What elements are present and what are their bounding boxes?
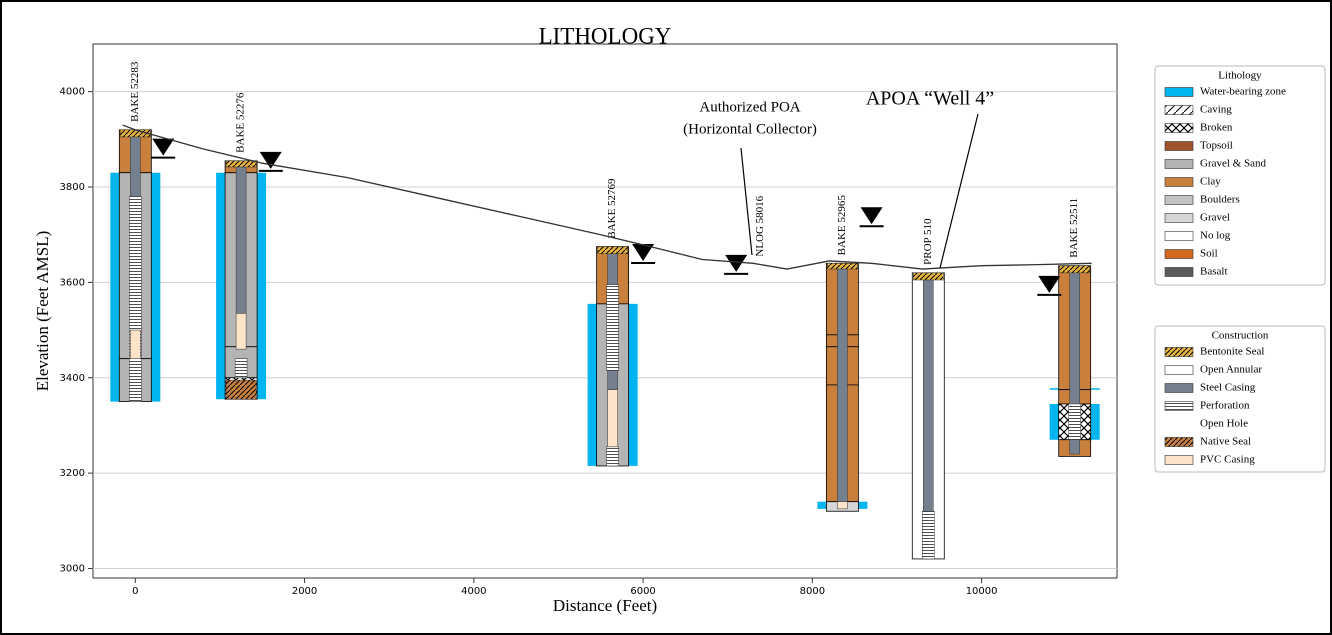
construction bbox=[235, 359, 247, 378]
construction bbox=[922, 511, 934, 559]
x-tick-label: 6000 bbox=[630, 586, 655, 597]
construction bbox=[607, 447, 619, 466]
y-tick-label: 3600 bbox=[60, 277, 85, 288]
construction-hatch bbox=[598, 247, 628, 254]
legend-label: Open Hole bbox=[1200, 418, 1248, 430]
well-name: BAKE 52965 bbox=[836, 195, 848, 256]
legend-label: Bentonite Seal bbox=[1200, 346, 1264, 358]
frame bbox=[1, 1, 1331, 634]
construction bbox=[236, 161, 246, 314]
legend-swatch bbox=[1165, 420, 1193, 429]
well-name: BAKE 52769 bbox=[606, 178, 618, 239]
legend-label: Water-bearing zone bbox=[1200, 86, 1286, 98]
legend-swatch-hatch bbox=[1165, 438, 1193, 447]
legend-title: Lithology bbox=[1218, 70, 1262, 82]
construction-hatch bbox=[913, 273, 943, 280]
legend-swatch bbox=[1165, 106, 1193, 115]
legend-label: Clay bbox=[1200, 176, 1221, 188]
legend-title: Construction bbox=[1212, 330, 1269, 342]
legend-swatch bbox=[1165, 196, 1193, 205]
legend-swatch bbox=[1165, 268, 1193, 277]
construction-hatch bbox=[827, 263, 857, 269]
well-name: NLOG 58016 bbox=[754, 195, 766, 256]
construction bbox=[130, 330, 140, 359]
construction bbox=[923, 273, 933, 511]
legend-label: Basalt bbox=[1200, 266, 1228, 278]
y-tick-label: 3000 bbox=[60, 563, 85, 574]
legend-swatch bbox=[1165, 232, 1193, 241]
legend-label: Steel Casing bbox=[1200, 382, 1256, 394]
construction bbox=[837, 502, 847, 509]
construction-hatch bbox=[226, 161, 256, 167]
legend-swatch bbox=[1165, 456, 1193, 465]
legend-label: Native Seal bbox=[1200, 436, 1251, 448]
construction bbox=[837, 263, 847, 501]
legend-swatch bbox=[1165, 124, 1193, 133]
x-tick-label: 8000 bbox=[800, 586, 825, 597]
y-axis-label: Elevation (Feet AMSL) bbox=[33, 231, 52, 392]
construction-hatch bbox=[226, 380, 256, 399]
y-tick-label: 3800 bbox=[60, 182, 85, 193]
legend-swatch bbox=[1165, 366, 1193, 375]
well-name: BAKE 52511 bbox=[1068, 198, 1080, 258]
well-name: PROP 510 bbox=[922, 218, 934, 265]
legend-label: Gravel & Sand bbox=[1200, 158, 1266, 170]
y-tick-label: 3200 bbox=[60, 468, 85, 479]
legend-swatch bbox=[1165, 178, 1193, 187]
legend-swatch-hatch bbox=[1165, 348, 1193, 357]
annotation: Authorized POA bbox=[699, 99, 800, 115]
legend-swatch bbox=[1165, 250, 1193, 259]
annotation: APOA “Well 4” bbox=[866, 88, 994, 110]
legend-label: Soil bbox=[1200, 248, 1218, 260]
legend-swatch bbox=[1165, 384, 1193, 393]
annotation: (Horizontal Collector) bbox=[683, 121, 817, 137]
legend-label: Broken bbox=[1200, 122, 1233, 134]
legend-label: Gravel bbox=[1200, 212, 1230, 224]
legend-swatch bbox=[1165, 214, 1193, 223]
well-name: BAKE 52276 bbox=[235, 92, 247, 153]
chart-title: LITHOLOGY bbox=[539, 23, 672, 48]
chart: LITHOLOGY Distance (Feet) Elevation (Fee… bbox=[0, 0, 1332, 635]
legend-label: No log bbox=[1200, 230, 1231, 242]
construction-hatch bbox=[1060, 266, 1090, 273]
legend-label: Topsoil bbox=[1200, 140, 1233, 152]
y-tick-label: 3400 bbox=[60, 373, 85, 384]
construction bbox=[608, 390, 618, 447]
legend-label: Open Annular bbox=[1200, 364, 1262, 376]
construction bbox=[236, 313, 246, 349]
construction bbox=[607, 285, 619, 371]
legend-swatch bbox=[1165, 142, 1193, 151]
legend-label: Perforation bbox=[1200, 400, 1250, 412]
legend-swatch bbox=[1165, 160, 1193, 169]
legend-label: Caving bbox=[1200, 104, 1232, 116]
construction bbox=[1069, 404, 1081, 440]
x-axis-label: Distance (Feet) bbox=[553, 596, 657, 615]
x-tick-label: 0 bbox=[132, 586, 138, 597]
construction bbox=[129, 197, 141, 402]
legend-swatch bbox=[1165, 402, 1193, 411]
x-tick-label: 10000 bbox=[966, 586, 998, 597]
y-tick-label: 4000 bbox=[60, 87, 85, 98]
legend-label: PVC Casing bbox=[1200, 454, 1255, 466]
legend-swatch bbox=[1165, 88, 1193, 97]
legend-label: Boulders bbox=[1200, 194, 1240, 206]
well-name: BAKE 52283 bbox=[129, 61, 141, 122]
x-tick-label: 2000 bbox=[292, 586, 317, 597]
x-tick-label: 4000 bbox=[461, 586, 486, 597]
